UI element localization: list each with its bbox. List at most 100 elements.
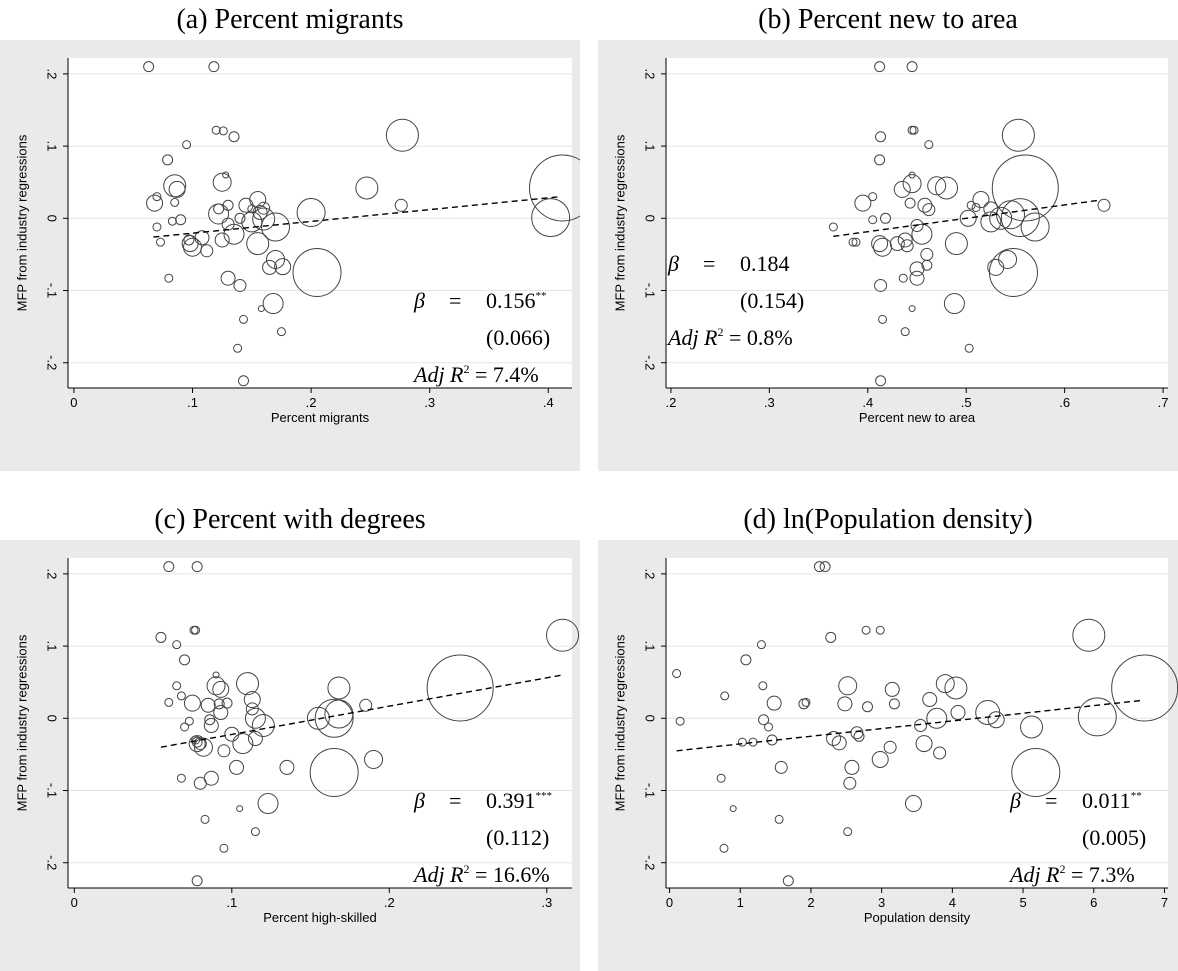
y-tick-label: 0 — [643, 715, 658, 722]
data-point — [906, 61, 918, 73]
data-point — [239, 314, 249, 324]
data-point — [944, 676, 968, 700]
data-point — [874, 278, 888, 292]
data-point — [998, 249, 1018, 269]
data-point — [243, 691, 261, 709]
panel-a: (a) Percent migrants -.2 -.1 0 .1 .2 0 .1 .2 .3.… — [0, 0, 580, 471]
data-point — [219, 843, 229, 853]
x-tick-label: 2 — [807, 895, 814, 910]
x-axis-label: Percent migrants — [271, 410, 370, 425]
data-point — [1020, 212, 1050, 242]
adjusted-r-squared: Adj R2 = 7.4% — [412, 362, 539, 387]
data-point — [927, 176, 947, 196]
beta-symbol: β — [1009, 788, 1021, 813]
fit-line — [676, 699, 1144, 752]
y-tick-label: 0 — [45, 215, 60, 222]
y-tick-label: -.1 — [643, 283, 658, 298]
data-point — [900, 239, 914, 253]
data-point — [183, 234, 195, 246]
data-point — [193, 737, 207, 751]
y-tick-label: -.2 — [45, 855, 60, 870]
data-point — [183, 694, 201, 712]
standard-error: (0.005) — [1082, 825, 1146, 850]
plot-marks — [672, 561, 1178, 887]
data-point — [191, 735, 201, 745]
x-tick-label: .2 — [665, 395, 676, 410]
data-point — [155, 237, 165, 247]
plot-marks — [155, 561, 580, 887]
data-point — [988, 247, 1038, 297]
data-point — [257, 305, 265, 313]
data-point — [252, 207, 276, 231]
y-tick-label: 0 — [643, 215, 658, 222]
data-point — [917, 197, 933, 213]
data-point — [146, 194, 164, 212]
data-point — [355, 176, 379, 200]
regression-annotation: β = 0.184 (0.154) Adj R2 = 0.8% — [666, 251, 804, 350]
data-point — [1000, 198, 1040, 238]
data-point — [1072, 618, 1106, 652]
data-point — [914, 719, 928, 733]
data-point — [893, 180, 911, 198]
y-tick-label: -.2 — [643, 855, 658, 870]
data-point — [175, 214, 187, 226]
scatter-chart: -.2 -.1 0 .1 .2 0 .1 .2 .3 Percent high-skilled MF… — [0, 540, 580, 971]
standard-error: (0.112) — [486, 825, 549, 850]
data-point — [213, 698, 225, 710]
data-point — [922, 203, 936, 217]
data-point — [851, 237, 861, 247]
x-tick-label: 0 — [71, 895, 78, 910]
data-point — [292, 247, 342, 297]
data-point — [884, 681, 900, 697]
data-point — [217, 744, 231, 758]
x-tick-label: .1 — [187, 395, 198, 410]
data-point — [950, 705, 966, 721]
data-point — [309, 747, 359, 797]
data-point — [972, 191, 990, 209]
data-point — [801, 697, 811, 707]
data-point — [874, 61, 886, 73]
data-point — [737, 737, 747, 747]
x-tick-label: .3 — [424, 395, 435, 410]
data-point — [1020, 715, 1044, 739]
data-point — [1001, 118, 1035, 152]
y-tick-label: .1 — [45, 141, 60, 152]
data-point — [296, 198, 326, 228]
x-tick-label: .4 — [543, 395, 554, 410]
data-point — [766, 695, 782, 711]
data-point — [935, 176, 959, 200]
x-tick-label: 0 — [70, 395, 77, 410]
significance-stars: ** — [1131, 790, 1142, 802]
data-point — [220, 270, 236, 286]
data-point — [774, 760, 788, 774]
data-point — [364, 749, 384, 769]
data-point — [176, 691, 186, 701]
data-point — [200, 697, 216, 713]
data-point — [878, 314, 888, 324]
data-point — [898, 273, 908, 283]
beta-symbol: β — [667, 251, 679, 276]
y-tick-label: -.1 — [45, 783, 60, 798]
data-point — [143, 61, 155, 73]
data-point — [194, 230, 210, 246]
data-point — [327, 676, 351, 700]
data-point — [212, 671, 220, 679]
data-point — [208, 61, 220, 73]
data-point — [184, 716, 194, 726]
data-point — [529, 154, 580, 222]
plot-marks — [828, 61, 1111, 387]
data-point — [910, 219, 924, 233]
data-point — [162, 154, 174, 166]
data-point — [826, 731, 842, 747]
data-point — [844, 759, 860, 775]
panel-b: (b) Percent new to area -.2 -.1 0 .1 .2 .2 .3.… — [598, 0, 1178, 471]
data-point — [1097, 198, 1111, 212]
y-tick-label: .1 — [643, 141, 658, 152]
data-point — [838, 676, 858, 696]
data-point — [843, 776, 857, 790]
data-point — [176, 773, 186, 783]
data-point — [191, 875, 203, 887]
x-tick-label: .4 — [862, 395, 873, 410]
data-point — [262, 259, 278, 275]
data-point — [883, 740, 897, 754]
